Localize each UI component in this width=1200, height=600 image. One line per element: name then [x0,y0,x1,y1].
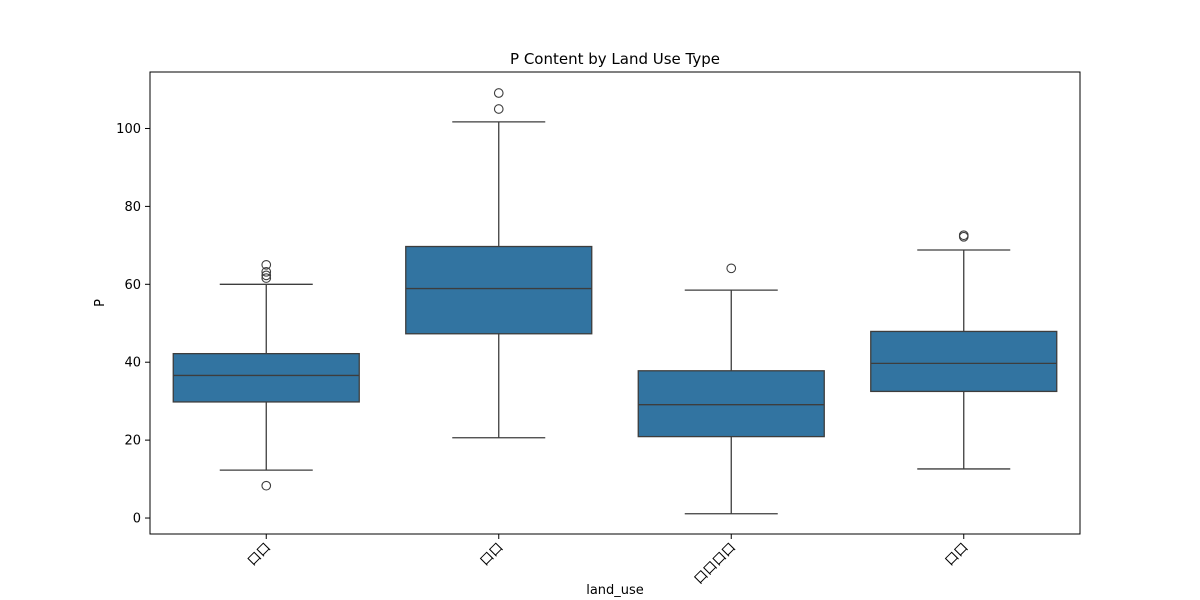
plot-area [172,88,1058,515]
chart-title: P Content by Land Use Type [510,50,720,68]
box-group-1 [172,259,360,491]
outlier-point [261,273,272,283]
outlier-point [261,270,272,281]
outlier-point [261,480,272,491]
iqr-box [870,330,1058,393]
box-group-4 [870,230,1058,470]
iqr-box [172,352,360,403]
y-tick-label: 80 [124,200,141,215]
plot-frame [149,71,1081,535]
outlier-point [726,263,737,274]
y-tick-label: 20 [124,434,141,449]
iqr-box [405,245,593,335]
y-tick-label: 60 [124,278,141,293]
outlier-point [493,88,504,98]
outlier-point [261,259,272,270]
iqr-box [637,370,825,438]
y-axis-label: P [93,299,108,307]
x-axis-label: land_use [586,583,644,598]
outlier-point [261,266,272,277]
outlier-point [958,230,969,241]
outlier-point [493,104,504,114]
y-tick-label: 100 [116,122,141,137]
box-group-3 [637,263,825,515]
y-axis: 0 20 40 60 80 100 [116,122,150,527]
y-tick-label: 40 [124,356,141,371]
box-group-2 [405,88,593,439]
y-tick-label: 0 [133,512,141,527]
